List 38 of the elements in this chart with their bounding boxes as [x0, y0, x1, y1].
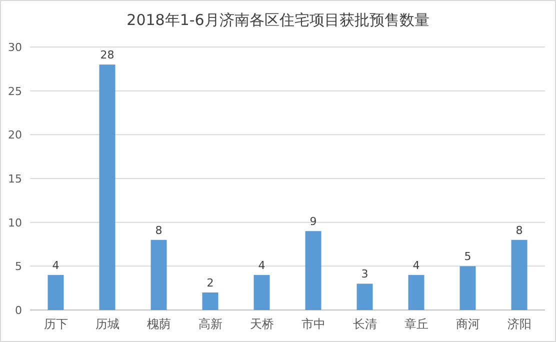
data-label: 3: [361, 268, 368, 281]
bar: [202, 292, 218, 310]
chart-title: 2018年1-6月济南各区住宅项目获批预售数量: [126, 11, 430, 29]
x-tick-label: 历城: [95, 317, 120, 331]
y-tick-label: 5: [15, 260, 22, 274]
bar: [356, 284, 373, 310]
bar: [150, 240, 167, 310]
x-tick-label: 高新: [198, 317, 222, 331]
x-tick-label: 长清: [352, 317, 377, 331]
data-label: 8: [155, 224, 162, 237]
data-label: 2: [206, 276, 214, 290]
y-tick-label: 20: [8, 128, 22, 142]
x-tick-label: 市中: [301, 317, 326, 331]
x-tick-label: 商河: [456, 317, 480, 331]
y-tick-label: 15: [8, 172, 22, 186]
x-tick-label: 章丘: [404, 317, 428, 331]
bar: [460, 266, 476, 310]
data-label: 8: [516, 224, 523, 237]
data-label: 5: [464, 250, 472, 264]
x-tick-label: 历下: [44, 317, 68, 331]
y-tick-label: 10: [8, 216, 22, 230]
x-tick-label: 天桥: [250, 317, 274, 331]
bar: [48, 274, 64, 310]
x-tick-label: 槐荫: [146, 317, 171, 331]
x-tick-label: 济阳: [507, 317, 532, 331]
data-label: 4: [258, 258, 266, 272]
y-tick-label: 0: [15, 304, 22, 317]
bar: [305, 231, 322, 310]
data-label: 4: [52, 258, 60, 272]
y-tick-label: 30: [8, 41, 22, 54]
data-label: 9: [310, 215, 317, 228]
y-tick-label: 25: [8, 84, 22, 98]
data-label: 4: [412, 258, 420, 272]
bar: [254, 274, 270, 310]
bar: [99, 64, 116, 310]
bar: [408, 274, 424, 310]
bar: [511, 240, 528, 310]
data-label: 28: [100, 48, 114, 62]
